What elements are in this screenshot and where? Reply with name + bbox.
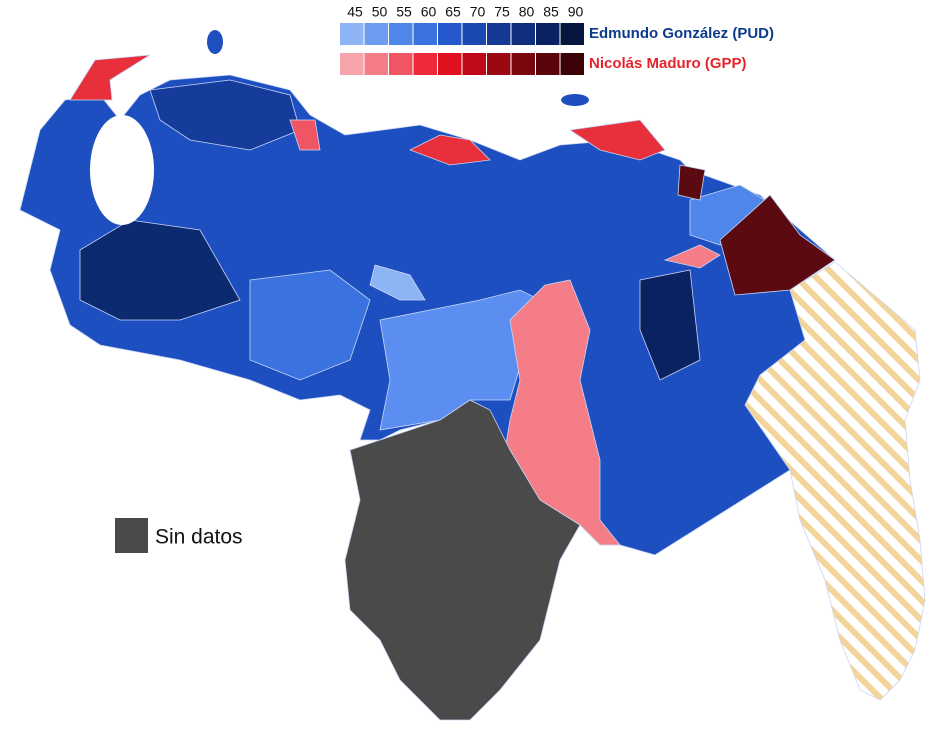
region bbox=[719, 194, 836, 296]
region bbox=[249, 269, 371, 381]
legend-swatch bbox=[438, 53, 462, 75]
legend-swatch bbox=[560, 53, 584, 75]
region bbox=[504, 279, 621, 546]
region bbox=[69, 54, 151, 101]
legend-swatch bbox=[389, 53, 413, 75]
region bbox=[663, 244, 721, 269]
legend-swatch bbox=[462, 23, 486, 45]
region bbox=[409, 134, 491, 166]
region bbox=[677, 164, 706, 201]
legend-swatch bbox=[413, 53, 437, 75]
scale-label: 90 bbox=[568, 4, 584, 20]
no-data-region bbox=[344, 399, 581, 721]
scale-label: 85 bbox=[543, 4, 559, 20]
scale-label: 80 bbox=[519, 4, 535, 20]
region bbox=[149, 79, 301, 151]
legend-swatch bbox=[364, 53, 388, 75]
region bbox=[79, 219, 241, 321]
legend-swatch bbox=[536, 23, 560, 45]
legend-entry: Edmundo González (PUD) bbox=[589, 25, 774, 42]
scale-label: 60 bbox=[421, 4, 437, 20]
island bbox=[207, 30, 223, 54]
legend-swatch bbox=[340, 53, 364, 75]
scale-label: 65 bbox=[445, 4, 461, 20]
legend-swatch bbox=[487, 23, 511, 45]
legend-swatch bbox=[413, 23, 437, 45]
legend-entry: Nicolás Maduro (GPP) bbox=[589, 55, 747, 72]
scale-label: 75 bbox=[494, 4, 510, 20]
region bbox=[568, 119, 666, 161]
legend-swatch bbox=[511, 53, 535, 75]
region bbox=[369, 264, 426, 301]
legend-swatch bbox=[560, 23, 584, 45]
region bbox=[639, 269, 701, 381]
legend-swatch bbox=[364, 23, 388, 45]
scale-label: 70 bbox=[470, 4, 486, 20]
lake bbox=[90, 115, 154, 225]
region bbox=[289, 119, 321, 151]
scale-label: 55 bbox=[396, 4, 412, 20]
legend: 45 50 55 60 65 70 75 80 85 90 Edmundo González (PU… bbox=[340, 4, 774, 75]
no-data-swatch bbox=[115, 518, 148, 553]
legend-swatch bbox=[536, 53, 560, 75]
legend-swatch bbox=[389, 23, 413, 45]
legend-swatch bbox=[462, 53, 486, 75]
no-data-label: Sin datos bbox=[155, 526, 243, 549]
island bbox=[561, 94, 589, 106]
legend-swatch bbox=[340, 23, 364, 45]
legend-swatch bbox=[511, 23, 535, 45]
territory bbox=[19, 30, 926, 721]
scale-label: 50 bbox=[372, 4, 388, 20]
legend-swatch bbox=[487, 53, 511, 75]
region bbox=[379, 289, 541, 431]
legend-swatch bbox=[438, 23, 462, 45]
scale-label: 45 bbox=[347, 4, 363, 20]
